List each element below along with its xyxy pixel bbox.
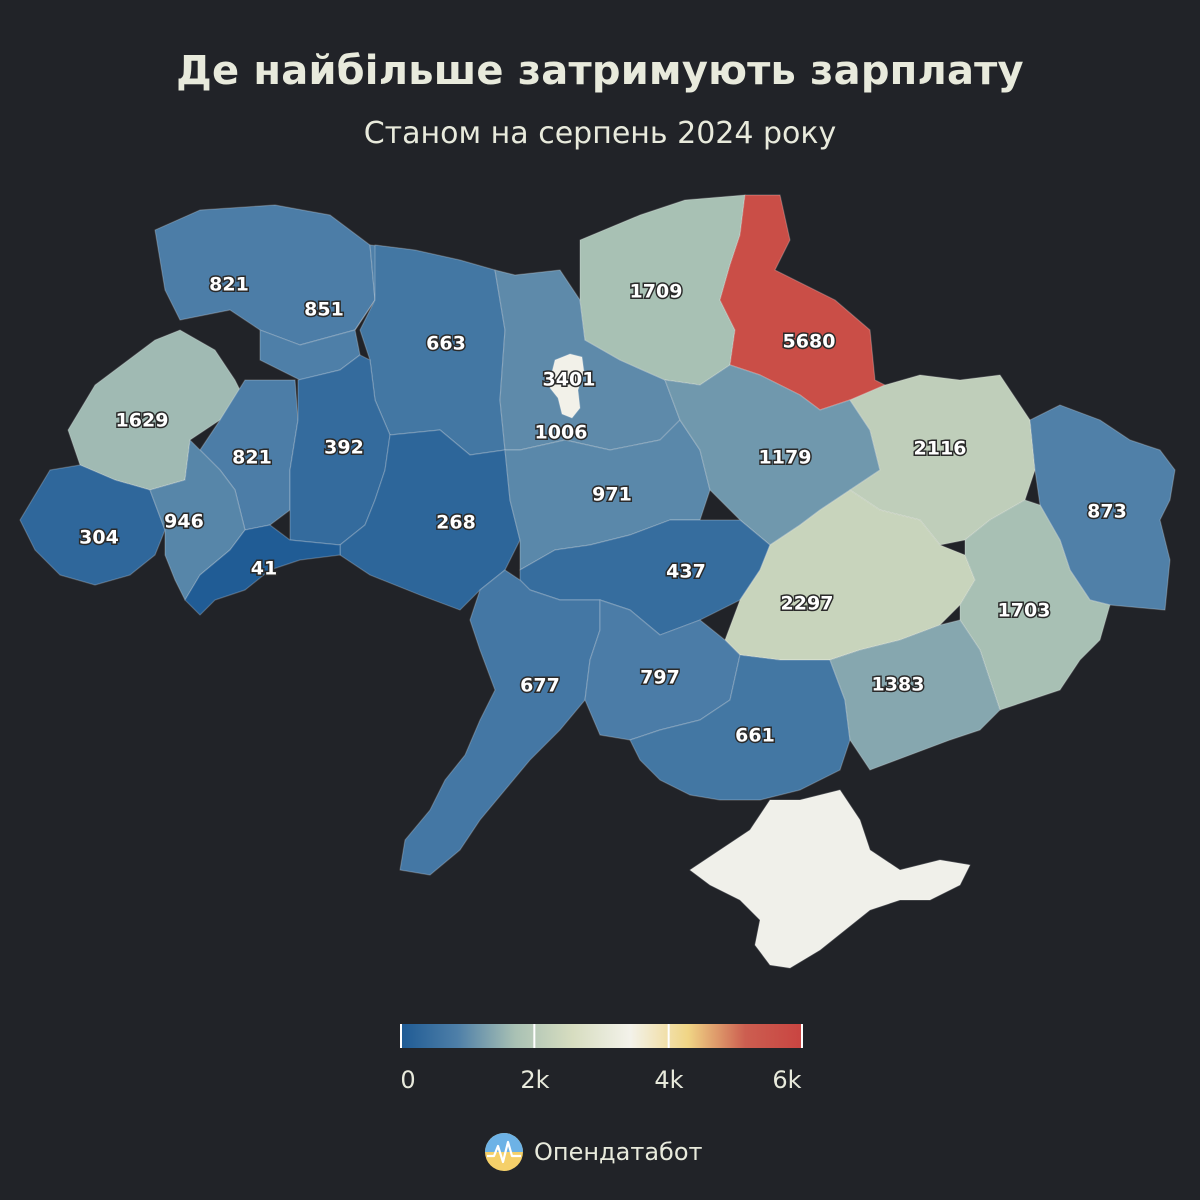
region-value-dnipropetrovsk: 2297: [781, 593, 834, 615]
region-value-cherkasy: 971: [592, 484, 632, 506]
region-donetsk: [959, 499, 1111, 711]
region-value-lviv: 1629: [116, 410, 169, 432]
region-value-zhytomyr: 663: [426, 333, 466, 355]
legend-tick-4k: 4k: [654, 1066, 684, 1094]
region-value-kirovohrad: 437: [666, 561, 706, 583]
region-zakarpattia: [19, 464, 166, 586]
legend-tick-6k: 6k: [772, 1066, 802, 1094]
region-value-khmelnytskyi: 392: [324, 437, 364, 459]
map-title: Де найбільше затримують зарплату: [176, 48, 1024, 94]
region-value-odesa: 677: [520, 675, 560, 697]
region-value-kherson: 661: [735, 725, 775, 747]
region-zaporizhzhia: [829, 619, 1001, 771]
region-vinnytsia: [339, 429, 521, 611]
ukraine-choropleth-map: 821 851 663 1006 3401 1709 5680 1629 821 392 268 97…: [19, 194, 1176, 969]
region-value-mykolaiv: 797: [640, 667, 680, 689]
region-chernivtsi: [184, 524, 341, 616]
region-value-donetsk: 1703: [998, 600, 1051, 622]
region-value-zaporizhzhia: 1383: [872, 674, 925, 696]
region-value-volyn: 821: [209, 274, 249, 296]
region-value-ternopil: 821: [232, 447, 272, 469]
opendatabot-logo-icon: [485, 1133, 523, 1171]
region-value-sumy: 5680: [783, 331, 836, 353]
region-value-poltava: 1179: [759, 447, 812, 469]
region-value-luhansk: 873: [1087, 501, 1127, 523]
region-value-zakarpattia: 304: [79, 527, 119, 549]
region-crimea: [689, 789, 971, 969]
region-value-vinnytsia: 268: [436, 512, 476, 534]
brand: Опендатабот: [484, 1132, 703, 1172]
legend-tick-0: 0: [400, 1066, 416, 1094]
region-value-kyiv-oblast: 1006: [535, 422, 588, 444]
legend-tick-2k: 2k: [520, 1066, 550, 1094]
region-value-chernihiv: 1709: [630, 281, 683, 303]
region-value-chernivtsi: 41: [251, 558, 277, 580]
map-subtitle: Станом на серпень 2024 року: [363, 116, 837, 151]
region-value-kyiv-city: 3401: [543, 369, 596, 391]
region-value-kharkiv: 2116: [914, 438, 967, 460]
brand-name: Опендатабот: [534, 1138, 703, 1166]
region-value-rivne: 851: [304, 299, 344, 321]
region-volyn: [154, 204, 376, 346]
region-odesa: [399, 569, 601, 876]
region-kherson: [629, 654, 851, 801]
region-kyiv-city: [549, 353, 585, 419]
color-scale-legend: [400, 1024, 803, 1048]
region-value-ivano-frankivsk: 946: [164, 511, 204, 533]
